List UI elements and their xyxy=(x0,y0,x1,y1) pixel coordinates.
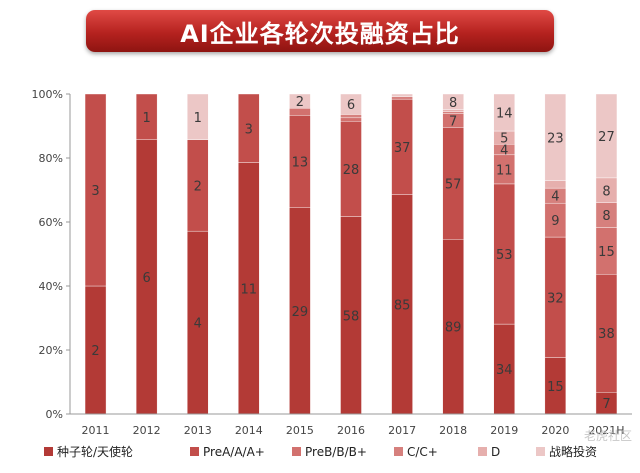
data-label: 4 xyxy=(194,317,202,332)
bar-segment xyxy=(84,93,107,287)
data-label: 7 xyxy=(449,115,457,130)
legend-swatch xyxy=(394,447,403,456)
title-banner: AI企业各轮次投融资占比 xyxy=(86,10,554,52)
data-label: 4 xyxy=(500,144,508,159)
data-label: 8 xyxy=(602,209,610,224)
x-tick-label: 2021H xyxy=(588,424,624,437)
bar-segment xyxy=(544,180,567,189)
data-label: 29 xyxy=(292,305,309,320)
data-label: 89 xyxy=(445,321,462,336)
legend-label: 战略投资 xyxy=(549,444,597,459)
bar-segment xyxy=(544,93,567,181)
data-label: 1 xyxy=(142,111,150,126)
data-label: 4 xyxy=(551,190,559,205)
data-label: 3 xyxy=(245,122,253,137)
bar-segment xyxy=(340,117,362,122)
bar-segment xyxy=(595,93,618,179)
legend-swatch xyxy=(536,447,545,456)
bar-segment xyxy=(340,93,362,115)
legend-label: 种子轮/天使轮 xyxy=(57,444,133,459)
data-label: 9 xyxy=(551,214,559,229)
x-tick-label: 2018 xyxy=(439,424,467,437)
x-tick-label: 2019 xyxy=(490,424,518,437)
data-label: 23 xyxy=(547,131,564,146)
data-label: 5 xyxy=(500,132,508,147)
data-label: 6 xyxy=(347,98,355,113)
x-tick-label: 2014 xyxy=(235,424,263,437)
bar-segment xyxy=(442,111,464,114)
bar-segment xyxy=(340,114,362,119)
y-tick-label: 60% xyxy=(39,216,63,229)
data-label: 38 xyxy=(598,327,615,342)
legend-label: PreA/A/A+ xyxy=(203,445,265,459)
bar-series xyxy=(84,93,618,415)
data-label: 14 xyxy=(496,107,513,122)
bar-segment xyxy=(391,96,413,100)
data-label: 28 xyxy=(343,163,360,178)
legend-label: D xyxy=(491,445,500,459)
y-tick-label: 20% xyxy=(39,344,63,357)
legend-swatch xyxy=(44,447,53,456)
data-label: 8 xyxy=(449,96,457,111)
data-label: 11 xyxy=(241,282,258,297)
data-label: 53 xyxy=(496,248,513,263)
y-tick-label: 40% xyxy=(39,280,63,293)
y-tick-label: 100% xyxy=(32,88,63,101)
data-label: 15 xyxy=(547,380,564,395)
data-label: 58 xyxy=(343,309,360,324)
bar-segment xyxy=(187,93,209,140)
data-label: 8 xyxy=(602,184,610,199)
legend-swatch xyxy=(478,447,487,456)
data-label: 37 xyxy=(394,141,411,156)
data-label: 3 xyxy=(91,184,99,199)
data-label: 2 xyxy=(194,179,202,194)
legend-label: C/C+ xyxy=(407,445,438,459)
data-label: 57 xyxy=(445,177,462,192)
chart-title: AI企业各轮次投融资占比 xyxy=(180,19,460,48)
bar-segment xyxy=(289,93,311,109)
bar-segment xyxy=(391,93,413,97)
x-tick-label: 2017 xyxy=(388,424,416,437)
x-tick-label: 2011 xyxy=(82,424,110,437)
data-label: 13 xyxy=(292,156,309,171)
y-tick-label: 0% xyxy=(46,408,63,421)
legend-swatch xyxy=(190,447,199,456)
data-label: 1 xyxy=(194,111,202,126)
watermark-text: 老虎社区 xyxy=(584,428,632,443)
x-tick-label: 2015 xyxy=(286,424,314,437)
data-label: 27 xyxy=(598,130,615,145)
axes: 0% 20% 40% 60% 80% 100% 2011 2012 2013 2014 2015 20… xyxy=(32,88,632,437)
data-label: 15 xyxy=(598,245,615,260)
data-label: 6 xyxy=(142,271,150,286)
data-label: 7 xyxy=(602,397,610,412)
legend: 种子轮/天使轮 PreA/A/A+ PreB/B/B+ C/C+ D 战略投资 xyxy=(44,444,597,459)
data-label: 11 xyxy=(496,163,513,178)
bar-segment xyxy=(135,93,158,140)
x-tick-label: 2020 xyxy=(541,424,569,437)
data-label: 32 xyxy=(547,291,564,306)
bar-segment xyxy=(493,93,515,132)
segment-labels: 2361421113291325828685378957783453114514… xyxy=(91,95,614,412)
data-label: 85 xyxy=(394,298,411,313)
data-label: 2 xyxy=(296,95,304,110)
legend-label: PreB/B/B+ xyxy=(305,445,367,459)
legend-swatch xyxy=(292,447,301,456)
y-tick-label: 80% xyxy=(39,152,63,165)
data-label: 2 xyxy=(91,344,99,359)
bar-segment xyxy=(442,93,464,110)
x-tick-label: 2012 xyxy=(133,424,161,437)
x-tick-label: 2016 xyxy=(337,424,365,437)
bar-segment xyxy=(238,93,260,163)
data-label: 34 xyxy=(496,363,513,378)
x-tick-label: 2013 xyxy=(184,424,212,437)
